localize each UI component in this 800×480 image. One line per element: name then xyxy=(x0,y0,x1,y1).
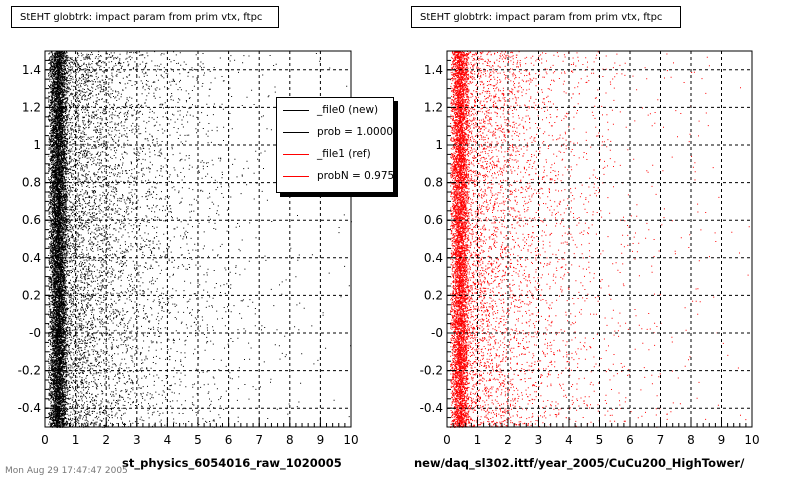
x-tick-label: 4 xyxy=(164,433,172,447)
x-tick-label: 9 xyxy=(317,433,325,447)
x-tick-label: 0 xyxy=(41,433,49,447)
y-tick-label: -0.2 xyxy=(18,364,41,378)
legend-entry: _file0 (new) xyxy=(283,102,393,118)
legend-entry: probN = 0.975677 xyxy=(283,168,394,184)
y-tick-label: 1.2 xyxy=(424,100,443,114)
legend: _file0 (new) prob = 1.000000 _file1 (ref… xyxy=(276,97,394,193)
y-tick-label: 1.2 xyxy=(22,100,41,114)
y-tick-label: 0.6 xyxy=(424,213,443,227)
y-tick-label: -0 xyxy=(431,326,443,340)
legend-entry-label: _file1 (ref) xyxy=(317,148,371,160)
legend-entry: prob = 1.000000 xyxy=(283,124,394,140)
x-tick-label: 3 xyxy=(133,433,141,447)
x-tick-label: 10 xyxy=(744,433,759,447)
legend-line-swatch xyxy=(283,176,309,177)
legend-entry: _file1 (ref) xyxy=(283,146,393,162)
x-tick-label: 4 xyxy=(565,433,573,447)
x-tick-label: 0 xyxy=(443,433,451,447)
x-tick-label: 3 xyxy=(535,433,543,447)
x-tick-label: 2 xyxy=(102,433,110,447)
x-tick-label: 7 xyxy=(255,433,263,447)
y-tick-label: 1.4 xyxy=(424,63,443,77)
y-tick-label: 1.4 xyxy=(22,63,41,77)
y-tick-label: 0.6 xyxy=(22,213,41,227)
y-tick-label: 0.2 xyxy=(424,288,443,302)
right-plot-title: StEHT globtrk: impact param from prim vt… xyxy=(411,6,681,28)
legend-line-swatch xyxy=(283,132,309,133)
x-tick-label: 1 xyxy=(72,433,80,447)
y-tick-label: -0.2 xyxy=(420,364,443,378)
x-tick-label: 8 xyxy=(286,433,294,447)
y-tick-label: 0.8 xyxy=(424,176,443,190)
legend-line-swatch xyxy=(283,154,309,155)
x-tick-label: 7 xyxy=(657,433,665,447)
timestamp-footer: Mon Aug 29 17:47:47 2005 xyxy=(5,466,128,476)
x-tick-label: 9 xyxy=(718,433,726,447)
x-tick-label: 10 xyxy=(343,433,358,447)
y-tick-label: 1 xyxy=(33,138,41,152)
legend-line-swatch xyxy=(283,110,309,111)
y-tick-label: 0.4 xyxy=(22,251,41,265)
y-tick-label: 0.4 xyxy=(424,251,443,265)
left-plot-title: StEHT globtrk: impact param from prim vt… xyxy=(11,6,279,28)
legend-entry-label: prob = 1.000000 xyxy=(317,126,394,138)
right-x-axis-label: new/daq_sl302.ittf/year_2005/CuCu200_Hig… xyxy=(414,456,745,470)
x-tick-label: 6 xyxy=(626,433,634,447)
y-tick-label: 0.8 xyxy=(22,176,41,190)
x-tick-label: 2 xyxy=(504,433,512,447)
x-tick-label: 6 xyxy=(225,433,233,447)
right-plot: 0 1 2 3 4 5 6 7 8 9 10 -0.4 -0.2 -0 0.2 0.4 0.6 0.8 1 1.2 1.… xyxy=(420,50,760,447)
y-tick-label: -0 xyxy=(29,326,41,340)
y-tick-label: -0.4 xyxy=(18,401,41,415)
x-tick-label: 5 xyxy=(194,433,202,447)
x-tick-label: 5 xyxy=(596,433,604,447)
x-tick-label: 1 xyxy=(474,433,482,447)
left-x-axis-label: st_physics_6054016_raw_1020005 xyxy=(122,456,342,470)
legend-entry-label: _file0 (new) xyxy=(317,104,379,116)
y-tick-label: 1 xyxy=(435,138,443,152)
x-tick-label: 8 xyxy=(687,433,695,447)
y-tick-label: -0.4 xyxy=(420,401,443,415)
y-tick-label: 0.2 xyxy=(22,288,41,302)
legend-entry-label: probN = 0.975677 xyxy=(317,170,394,182)
